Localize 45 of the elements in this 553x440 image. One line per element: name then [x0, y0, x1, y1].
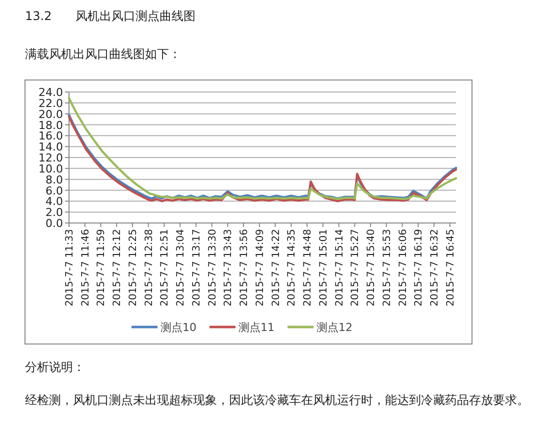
x-tick-label: 2015-7-7 11:46 [80, 229, 92, 306]
x-tick-label: 2015-7-7 13:30 [207, 229, 218, 306]
x-tick-label: 2015-7-7 15:27 [350, 229, 362, 306]
text: 经检测，风机口测点未出现超标现象，因此该冷藏车在风机运行时，能达到冷藏药品存放要求。 [25, 393, 529, 407]
y-tick-label: 6.0 [46, 184, 63, 198]
x-tick-label: 2015-7-7 14:48 [302, 229, 314, 306]
legend-label: 测点10 [160, 321, 196, 334]
y-tick-label: 10.0 [38, 162, 63, 176]
x-tick-label: 2015-7-7 16:45 [445, 229, 456, 306]
x-tick-label: 2015-7-7 12:51 [160, 229, 171, 306]
x-tick-label: 2015-7-7 13:56 [239, 229, 250, 306]
x-tick-label: 2015-7-7 14:22 [270, 229, 282, 306]
y-tick-label: 14.0 [38, 140, 63, 154]
y-tick-label: 22.0 [38, 96, 63, 110]
y-tick-label: 12.0 [38, 152, 63, 164]
x-tick-label: 2015-7-7 12:38 [144, 229, 155, 306]
x-tick-label: 2015-7-7 13:04 [176, 229, 187, 306]
chart-title: 13.2 风机出风口测点曲线图 [25, 9, 196, 23]
x-tick-label: 2015-7-7 11:33 [64, 229, 76, 306]
x-tick-label: 2015-7-7 15:01 [318, 229, 330, 306]
x-tick-label: 2015-7-7 12:25 [128, 229, 139, 306]
x-tick-label: 2015-7-7 14:09 [254, 229, 266, 306]
x-tick-label: 2015-7-7 13:17 [191, 229, 202, 306]
y-tick-label: 2.0 [46, 206, 63, 220]
y-tick-label: 0.0 [46, 217, 63, 230]
legend-label: 测点12 [316, 321, 352, 334]
y-tick-label: 8.0 [46, 173, 63, 186]
legend-label: 测点11 [238, 321, 274, 334]
x-tick-label: 2015-7-7 13:43 [223, 229, 234, 306]
text: 分析说明： [25, 360, 85, 374]
y-tick-label: 4.0 [46, 195, 63, 208]
y-tick-label: 20.0 [38, 108, 63, 121]
y-tick-label: 16.0 [38, 130, 63, 143]
x-tick-label: 2015-7-7 14:35 [286, 229, 298, 306]
x-tick-label: 2015-7-7 12:12 [112, 229, 124, 306]
chart-subtitle: 满载风机出风口曲线图如下： [25, 47, 181, 61]
x-tick-label: 2015-7-7 16:32 [430, 229, 441, 306]
y-tick-label: 24.0 [38, 86, 63, 99]
x-tick-label: 2015-7-7 11:59 [96, 229, 108, 306]
x-tick-label: 2015-7-7 15:53 [382, 229, 393, 306]
x-tick-label: 2015-7-7 15:14 [334, 229, 346, 306]
x-tick-label: 2015-7-7 15:40 [366, 229, 378, 306]
y-tick-label: 18.0 [38, 118, 63, 132]
x-tick-label: 2015-7-7 16:06 [398, 229, 409, 306]
x-tick-label: 2015-7-7 16:19 [414, 229, 425, 306]
